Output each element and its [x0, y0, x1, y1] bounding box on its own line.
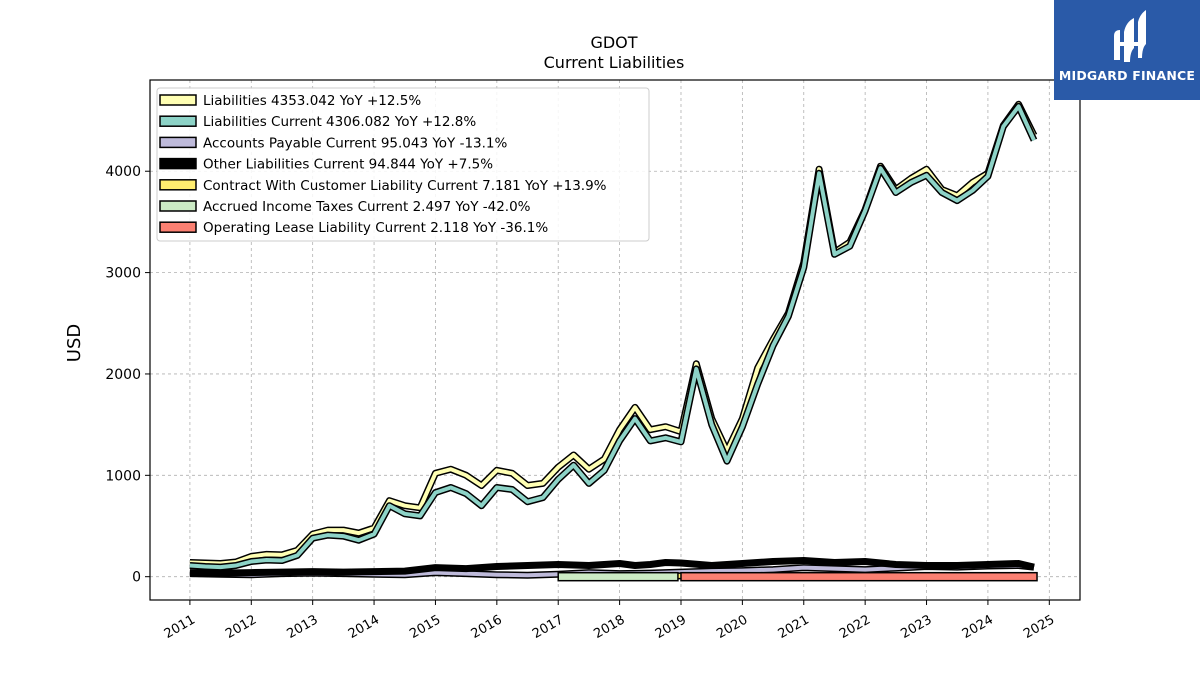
- legend-swatch: [159, 200, 197, 212]
- legend-entry: Operating Lease Liability Current 2.118 …: [203, 220, 548, 236]
- x-tick-label: 2011: [162, 612, 198, 642]
- y-tick-label: 2000: [105, 367, 141, 383]
- chart-title: GDOT: [590, 33, 637, 52]
- legend-entry: Accounts Payable Current 95.043 YoY -13.…: [203, 135, 508, 151]
- x-tick-label: 2025: [1021, 612, 1057, 642]
- x-tick-label: 2018: [591, 612, 627, 642]
- x-tick-label: 2023: [898, 612, 934, 642]
- y-axis-label: USD: [64, 324, 85, 362]
- x-tick-label: 2022: [837, 612, 873, 642]
- legend-swatch: [159, 94, 197, 106]
- x-tick-label: 2014: [346, 612, 382, 642]
- chart-subtitle: Current Liabilities: [544, 53, 685, 72]
- y-tick-label: 4000: [105, 164, 141, 180]
- legend-entry: Other Liabilities Current 94.844 YoY +7.…: [203, 157, 493, 173]
- legend-entry: Liabilities Current 4306.082 YoY +12.8%: [203, 114, 476, 130]
- x-tick-label: 2020: [714, 612, 750, 642]
- x-tick-label: 2024: [960, 612, 996, 642]
- plot-frame: [149, 79, 1081, 601]
- x-tick-label: 2013: [285, 612, 321, 642]
- legend-swatch: [159, 136, 197, 149]
- y-tick-label: 0: [132, 570, 141, 586]
- legend-entry: Accrued Income Taxes Current 2.497 YoY -…: [203, 199, 531, 215]
- y-tick-label: 1000: [105, 468, 141, 484]
- legend-swatch: [159, 157, 197, 170]
- x-tick-label: 2017: [530, 612, 566, 642]
- legend-box: [156, 87, 650, 242]
- series-line: [189, 558, 1035, 576]
- series-line: [189, 104, 1036, 570]
- brand-name: MIDGARD FINANCE: [1058, 68, 1196, 83]
- x-tick-label: 2019: [653, 612, 689, 642]
- midgard-logo-icon: [1114, 10, 1146, 62]
- legend-swatch: [159, 179, 197, 191]
- y-axis: 0 1000 2000 3000 4000: [105, 164, 150, 586]
- legend-entry: Contract With Customer Liability Current…: [203, 178, 607, 194]
- x-tick-label: 2016: [469, 612, 505, 642]
- y-tick-label: 3000: [105, 266, 141, 282]
- x-tick-label: 2012: [223, 612, 259, 642]
- x-tick-label: 2015: [407, 612, 443, 642]
- series-band: [680, 571, 1038, 582]
- legend-swatch: [159, 221, 197, 233]
- brand-logo: MIDGARD FINANCE: [1054, 0, 1200, 100]
- series-band: [557, 571, 679, 582]
- x-tick-label: 2021: [776, 612, 812, 642]
- legend: Liabilities 4353.042 YoY +12.5% Liabiliti…: [156, 87, 650, 242]
- grid: [150, 80, 1080, 600]
- legend-swatch: [159, 115, 197, 127]
- series-layer: [189, 100, 1038, 582]
- x-axis: 2011 2012 2013 2014 2015 2016 2017 2018 2019 2020…: [162, 600, 1057, 642]
- legend-entry: Liabilities 4353.042 YoY +12.5%: [203, 93, 421, 109]
